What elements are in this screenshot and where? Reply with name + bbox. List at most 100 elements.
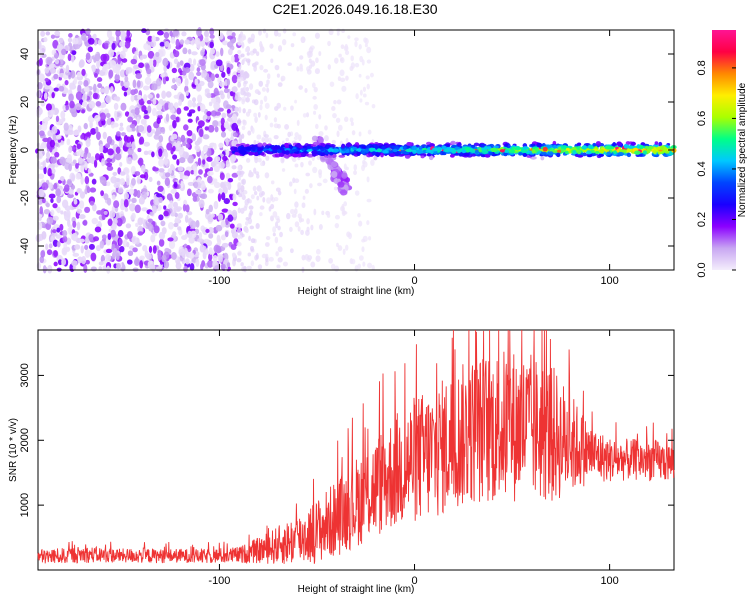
colorbar-ticks: 0.0 0.2 0.4 0.6 0.8 (696, 60, 736, 278)
spectrogram-cell (114, 153, 122, 161)
spectrogram-cell (140, 164, 146, 172)
spectrogram-cell (99, 88, 107, 93)
spectrogram-cell (133, 88, 139, 94)
spectrogram-cell (234, 106, 240, 112)
spectrogram-cell (646, 149, 651, 154)
spectrogram-cell (266, 87, 270, 93)
spectrogram-cell (137, 94, 142, 100)
spectrogram-cell (248, 205, 254, 210)
spectrogram-cell (343, 116, 349, 123)
spectrogram-cell (45, 243, 49, 251)
spectrogram-cell (630, 141, 636, 146)
spectrogram-cell (48, 193, 56, 199)
spectrogram-cell (71, 50, 77, 56)
spectrogram-cell (119, 210, 125, 218)
spectrogram-cell (188, 57, 192, 65)
spectrogram-cell (250, 194, 255, 200)
spectrogram-cell (362, 93, 367, 98)
spectrogram-cell (107, 233, 112, 241)
spectrogram-cell (88, 91, 93, 96)
spectrogram-cell (274, 64, 280, 71)
spectrogram-cell (202, 159, 206, 165)
spectrogram-cell (119, 245, 125, 253)
spectrogram-cell (245, 217, 250, 221)
spectrogram-cell (564, 150, 569, 154)
spectrogram-cell (188, 252, 195, 259)
spectrogram-cell (318, 114, 322, 120)
spectrogram-cell (287, 62, 292, 67)
spectrogram-cell (52, 39, 59, 49)
spectrogram-cell (170, 188, 178, 194)
spectrogram-cell (369, 148, 375, 153)
spectrogram-cell (204, 36, 210, 43)
spectrogram-cell (317, 136, 324, 144)
spectrogram-cell (264, 260, 269, 267)
spectrogram-cell (126, 259, 133, 265)
spectrogram-cell (225, 172, 231, 180)
spectrogram-cell (250, 260, 255, 267)
spectrogram-cell (126, 136, 131, 143)
spectrogram-cell (272, 149, 278, 153)
spectrogram-cell (101, 234, 107, 240)
spectrogram-cell (456, 149, 462, 153)
spectrogram-cell (332, 112, 337, 119)
spectrogram-cell (95, 126, 99, 134)
spectrogram-cell (341, 172, 348, 179)
spectrogram-cell (197, 106, 201, 112)
spectrogram-cell (113, 218, 118, 224)
spectrogram-cell (179, 60, 184, 66)
spectrogram-cell (148, 245, 153, 254)
spectrogram-cell (300, 161, 304, 168)
spectrogram-cell (183, 265, 188, 273)
spectrogram-cell (363, 148, 370, 153)
spectrogram-cell (194, 78, 198, 86)
spectrogram-cell (285, 137, 289, 142)
spectrogram-cell (43, 92, 48, 100)
spectrogram-cell (106, 117, 112, 126)
spectrogram-cell (491, 148, 499, 153)
spectrogram-cell (184, 170, 191, 177)
spectrogram-cell (191, 97, 197, 103)
spectrogram-cell (84, 206, 91, 213)
spectrogram-cell (115, 262, 121, 270)
spectrogram-cell (206, 110, 212, 117)
spectrogram-cell (331, 106, 336, 111)
spectrogram-cell (329, 151, 334, 156)
spectrogram-cell (300, 229, 305, 236)
spectrogram-y-ticks: -40 -20 0 20 40 (19, 48, 674, 254)
spectrogram-cell (90, 128, 97, 135)
spectrogram-cell (240, 184, 245, 192)
spectrogram-cell (206, 92, 212, 99)
spectrogram-cell (450, 140, 456, 145)
spectrogram-cell (37, 221, 43, 230)
spectrogram-cell (99, 112, 106, 121)
spectrogram-cell (119, 41, 126, 47)
spectrogram-cell (207, 124, 215, 133)
figure-title: C2E1.2026.049.16.18.E30 (272, 1, 437, 17)
spectrogram-cell (274, 236, 279, 244)
spectrogram-y-tick-label: -20 (19, 190, 31, 206)
spectrogram-cell (188, 71, 195, 81)
spectrogram-cell (123, 199, 129, 208)
spectrogram-cell (206, 77, 212, 83)
spectrogram-cell (222, 40, 228, 46)
spectrogram-cell (98, 266, 103, 271)
spectrogram-cell (241, 178, 246, 185)
spectrogram-cell (143, 150, 149, 156)
spectrogram-cell (268, 137, 272, 144)
spectrogram-cell (215, 245, 222, 254)
spectrogram-cell (191, 133, 197, 142)
spectrogram-cell (315, 255, 321, 263)
spectrogram-cell (354, 37, 359, 42)
spectrogram-cell (189, 263, 195, 271)
spectrogram-cell (59, 118, 64, 125)
spectrogram-cell (312, 95, 317, 100)
spectrogram-cell (95, 101, 102, 107)
spectrogram-cell (231, 74, 238, 84)
spectrogram-cell (187, 99, 193, 108)
spectrogram-cell (265, 32, 269, 39)
spectrogram-cell (289, 208, 295, 215)
spectrogram-x-tick-label: 100 (600, 275, 618, 287)
spectrogram-cell (164, 177, 171, 187)
spectrogram-cell (343, 201, 348, 207)
